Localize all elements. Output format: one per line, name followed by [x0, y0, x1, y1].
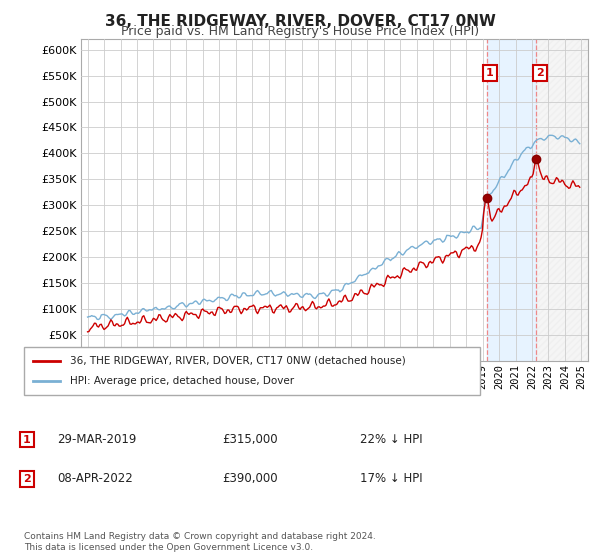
Text: 08-APR-2022: 08-APR-2022	[57, 472, 133, 486]
Text: 1: 1	[23, 435, 31, 445]
Bar	[487, 39, 536, 361]
Text: HPI: Average price, detached house, Dover: HPI: Average price, detached house, Dove…	[70, 376, 294, 386]
Text: 36, THE RIDGEWAY, RIVER, DOVER, CT17 0NW: 36, THE RIDGEWAY, RIVER, DOVER, CT17 0NW	[104, 14, 496, 29]
Text: 2: 2	[536, 68, 544, 78]
FancyBboxPatch shape	[24, 347, 480, 395]
Text: 17% ↓ HPI: 17% ↓ HPI	[360, 472, 422, 486]
Text: 29-MAR-2019: 29-MAR-2019	[57, 433, 136, 446]
Text: 22% ↓ HPI: 22% ↓ HPI	[360, 433, 422, 446]
Text: 36, THE RIDGEWAY, RIVER, DOVER, CT17 0NW (detached house): 36, THE RIDGEWAY, RIVER, DOVER, CT17 0NW…	[70, 356, 406, 366]
Text: £390,000: £390,000	[222, 472, 278, 486]
Text: 2: 2	[23, 474, 31, 484]
Text: Contains HM Land Registry data © Crown copyright and database right 2024.
This d: Contains HM Land Registry data © Crown c…	[24, 532, 376, 552]
Bar	[536, 39, 588, 361]
Text: £315,000: £315,000	[222, 433, 278, 446]
Text: Price paid vs. HM Land Registry's House Price Index (HPI): Price paid vs. HM Land Registry's House …	[121, 25, 479, 38]
Text: 1: 1	[486, 68, 494, 78]
